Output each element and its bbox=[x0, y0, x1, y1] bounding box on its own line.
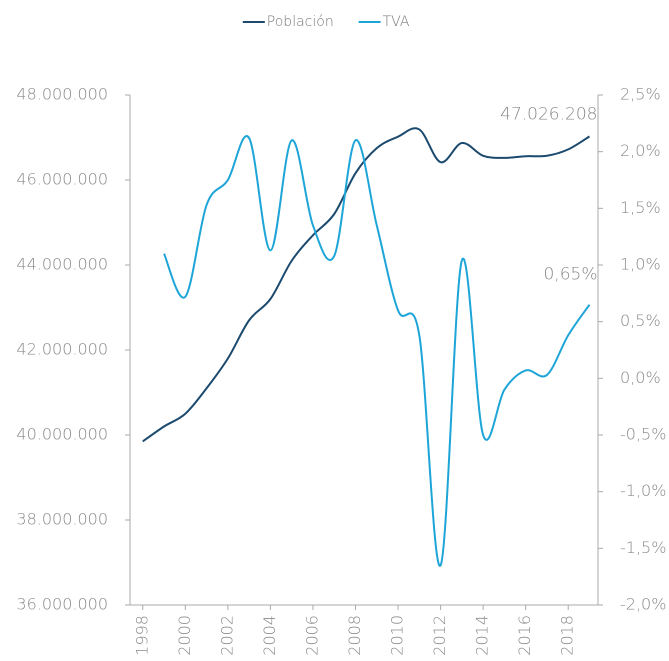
x-tick-label: 2018 bbox=[558, 615, 577, 656]
y-tick-label: 38.000.000 bbox=[16, 510, 108, 529]
data-label: 0,65% bbox=[543, 265, 597, 285]
legend: Población TVA bbox=[242, 14, 410, 30]
x-tick-label: 2012 bbox=[430, 615, 449, 656]
legend-label: TVA bbox=[383, 14, 410, 30]
y2-tick-label: 2,5% bbox=[620, 85, 661, 104]
series-line bbox=[142, 127, 591, 443]
data-label: 47.026.208 bbox=[500, 104, 597, 124]
x-tick-label: 2006 bbox=[302, 615, 321, 656]
x-tick-label: 2002 bbox=[217, 615, 236, 656]
y-tick-label: 36.000.000 bbox=[16, 595, 108, 614]
legend-label: Población bbox=[267, 14, 334, 30]
y2-tick-label: 1,0% bbox=[620, 255, 661, 274]
x-tick-label: 2000 bbox=[175, 615, 194, 656]
x-tick-label: 1998 bbox=[132, 615, 151, 656]
y2-tick-label: 2,0% bbox=[620, 141, 661, 160]
y2-tick-label: -0,5% bbox=[620, 425, 666, 444]
y-tick-label: 46.000.000 bbox=[16, 170, 108, 189]
y2-tick-label: 1,5% bbox=[620, 198, 661, 217]
y-tick-label: 44.000.000 bbox=[16, 255, 108, 274]
x-tick-label: 2014 bbox=[473, 615, 492, 656]
x-tick-label: 2016 bbox=[515, 615, 534, 656]
y-tick-label: 48.000.000 bbox=[16, 85, 108, 104]
y2-tick-label: -2,0% bbox=[620, 595, 666, 614]
y2-tick-label: 0,0% bbox=[620, 368, 661, 387]
y-tick-label: 42.000.000 bbox=[16, 340, 108, 359]
x-tick-label: 2008 bbox=[345, 615, 364, 656]
y-tick-label: 40.000.000 bbox=[16, 425, 108, 444]
y2-tick-label: 0,5% bbox=[620, 311, 661, 330]
y2-tick-label: -1,5% bbox=[620, 538, 666, 557]
y2-tick-label: -1,0% bbox=[620, 481, 666, 500]
x-tick-label: 2010 bbox=[388, 615, 407, 656]
series-line bbox=[163, 135, 591, 567]
x-tick-label: 2004 bbox=[260, 615, 279, 656]
